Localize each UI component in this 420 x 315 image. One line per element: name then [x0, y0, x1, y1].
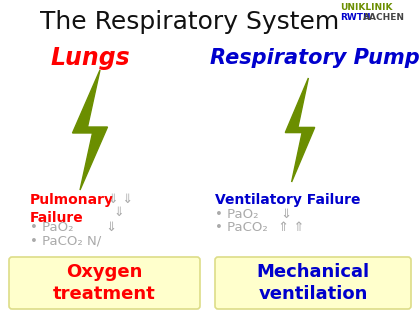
Text: Mechanical
ventilation: Mechanical ventilation	[257, 263, 370, 303]
Text: Pulmonary
Failure: Pulmonary Failure	[30, 193, 114, 226]
Text: Ventilatory Failure: Ventilatory Failure	[215, 193, 360, 207]
Text: The Respiratory System: The Respiratory System	[40, 10, 340, 34]
Polygon shape	[73, 70, 108, 190]
Text: ⇓ ⇓: ⇓ ⇓	[108, 193, 133, 206]
Text: Oxygen
treatment: Oxygen treatment	[52, 263, 155, 303]
FancyBboxPatch shape	[215, 257, 411, 309]
Polygon shape	[285, 78, 315, 182]
Text: • PaCO₂: • PaCO₂	[215, 221, 268, 234]
Text: • PaCO₂ N/: • PaCO₂ N/	[30, 234, 101, 247]
FancyBboxPatch shape	[9, 257, 200, 309]
Text: ⇓: ⇓	[113, 206, 123, 219]
Text: UNIKLINIK: UNIKLINIK	[340, 3, 393, 13]
Text: Lungs: Lungs	[50, 46, 130, 70]
Text: ⇑ ⇑: ⇑ ⇑	[278, 221, 304, 234]
Text: Respiratory Pump: Respiratory Pump	[210, 48, 420, 68]
Text: • PaO₂: • PaO₂	[215, 208, 258, 221]
Text: ⇓: ⇓	[105, 221, 116, 234]
Text: RWTH: RWTH	[340, 14, 370, 22]
Text: AACHEN: AACHEN	[363, 14, 405, 22]
Text: ⇓: ⇓	[280, 208, 291, 221]
Text: • PaO₂: • PaO₂	[30, 221, 74, 234]
